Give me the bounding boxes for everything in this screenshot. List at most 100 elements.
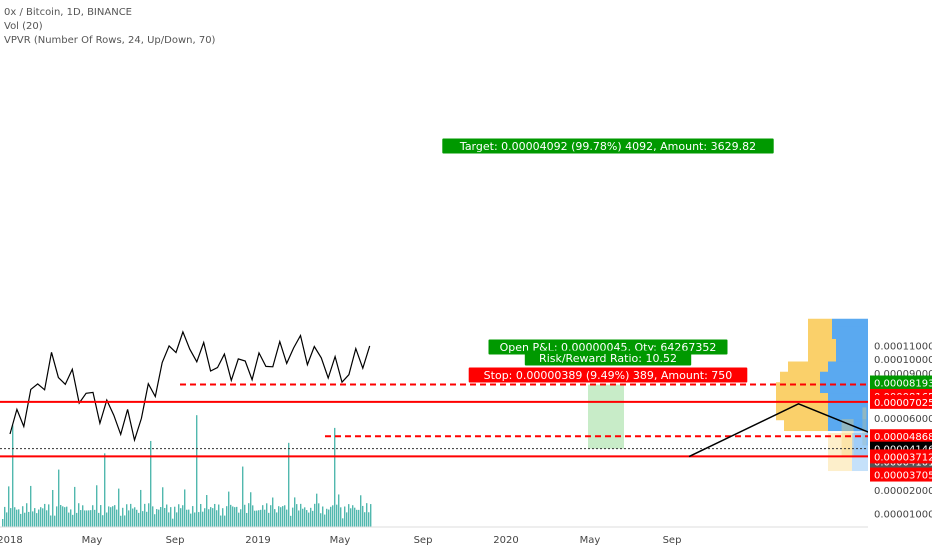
volume-bar <box>296 504 298 527</box>
volume-bar <box>104 453 106 527</box>
volume-bar <box>80 510 82 527</box>
volume-bar <box>324 514 326 527</box>
volume-bar <box>174 506 176 527</box>
volume-bar <box>292 507 294 527</box>
volume-bar <box>238 512 240 527</box>
level-badge-bg <box>870 375 932 390</box>
volume-bar <box>154 514 156 527</box>
y-tick-label: 0.00009000 <box>874 369 932 380</box>
volume-bar <box>164 507 166 527</box>
volume-bar <box>316 493 318 527</box>
legend-vpvr[interactable]: VPVR (Number Of Rows, 24, Up/Down, 70) <box>4 35 216 46</box>
y-tick-label: 0.00011000 <box>874 341 932 352</box>
volume-bar <box>286 509 288 527</box>
volume-bar <box>220 515 222 527</box>
volume-bar <box>122 507 124 527</box>
y-tick-label: 0.00006000 <box>874 414 932 425</box>
y-tick-label: 0.00001000 <box>874 510 932 521</box>
volume-bar <box>102 515 104 527</box>
volume-bar <box>232 506 234 527</box>
level-badge: 0.00003705 <box>874 471 932 482</box>
volume-bar <box>354 507 356 527</box>
volume-bar <box>46 510 48 527</box>
vpvr-up-bar <box>841 419 854 458</box>
volume-bar <box>142 511 144 527</box>
volume-bar <box>334 427 336 527</box>
volume-bar <box>138 512 140 527</box>
volume-bar <box>52 489 54 527</box>
volume-bar <box>82 505 84 527</box>
x-tick-label: May <box>330 535 351 546</box>
volume-bar <box>310 507 312 527</box>
volume-bar <box>274 509 276 527</box>
volume-bar <box>226 506 228 527</box>
level-badge: 0.00008193 <box>874 379 932 390</box>
volume-bar <box>136 509 138 527</box>
legend-symbol[interactable]: 0x / Bitcoin, 1D, BINANCE <box>4 7 132 18</box>
volume-bar <box>352 505 354 527</box>
volume-bar <box>78 503 80 527</box>
volume-bar <box>24 512 26 527</box>
volume-bar <box>178 504 180 527</box>
volume-bar <box>308 512 310 527</box>
volume-bar <box>340 507 342 527</box>
volume-bar <box>338 494 340 527</box>
volume-bar <box>206 495 208 527</box>
volume-bar <box>344 506 346 527</box>
volume-bar <box>304 507 306 527</box>
volume-bar <box>250 492 252 527</box>
volume-bar <box>272 497 274 527</box>
volume-bar <box>204 508 206 527</box>
volume-bar <box>156 509 158 527</box>
volume-bar <box>130 503 132 527</box>
vpvr-down-bar <box>866 407 868 446</box>
volume-bar <box>92 505 94 527</box>
volume-bar <box>26 503 28 527</box>
volume-bar <box>150 440 152 527</box>
volume-bar <box>318 503 320 527</box>
volume-bar <box>66 506 68 527</box>
legend-volume[interactable]: Vol (20) <box>4 21 43 32</box>
volume-bar <box>284 505 286 527</box>
volume-bar <box>350 508 352 527</box>
volume-bar <box>262 505 264 527</box>
volume-bar <box>126 504 128 527</box>
volume-bar <box>198 512 200 527</box>
volume-bar <box>260 509 262 527</box>
volume-bar <box>360 495 362 527</box>
volume-bar <box>266 503 268 527</box>
volume-bar <box>54 515 56 527</box>
volume-bar <box>196 415 198 527</box>
volume-bar <box>278 506 280 527</box>
volume-bar <box>140 489 142 527</box>
level-badge-bg <box>870 394 932 409</box>
volume-bar <box>50 515 52 527</box>
volume-bar <box>16 509 18 527</box>
vpvr-up-bar <box>828 433 852 472</box>
volume-bar <box>194 512 196 527</box>
volume-bar <box>192 506 194 527</box>
volume-bar <box>330 506 332 527</box>
volume-bar <box>100 505 102 527</box>
volume-bar <box>242 466 244 527</box>
volume-bar <box>158 509 160 527</box>
volume-bar <box>64 507 66 527</box>
volume-bar <box>152 506 154 527</box>
volume-bar <box>184 489 186 527</box>
volume-bar <box>252 505 254 527</box>
volume-bar <box>270 505 272 527</box>
volume-bar <box>14 507 16 527</box>
volume-bar <box>210 507 212 527</box>
volume-bar <box>118 488 120 527</box>
vpvr-up-bar <box>784 393 828 432</box>
volume-bar <box>38 509 40 527</box>
volume-bar <box>74 486 76 527</box>
volume-bar <box>180 508 182 527</box>
risk-reward-label-bg <box>524 350 692 366</box>
volume-bar <box>342 518 344 527</box>
x-tick-label: 2018 <box>0 535 23 546</box>
volume-bar <box>168 512 170 527</box>
volume-bar <box>34 508 36 527</box>
volume-bar <box>116 509 118 527</box>
